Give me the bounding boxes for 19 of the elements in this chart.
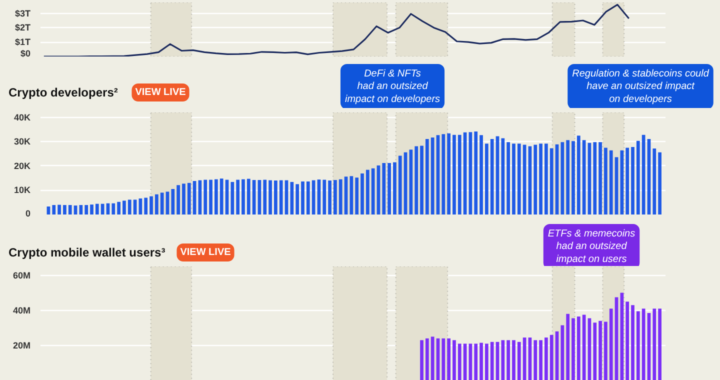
text: VIEW LIVE (135, 87, 186, 98)
text: ETFs & memecoins had an outsized impact on users (548, 228, 636, 265)
y-tick-label: $2T (14, 22, 31, 33)
y-tick-label: $1T (14, 37, 31, 48)
y-tick-label: 40K (14, 112, 31, 122)
chart-title: Crypto developers² (8, 86, 118, 100)
y-tick-label: $3T (14, 8, 31, 18)
y-tick-label: 20M (12, 340, 31, 350)
text: Regulation & stablecoins could have an outsized impact on developers (572, 68, 710, 105)
y-tick-label: 40M (12, 305, 31, 316)
y-tick-label: 60M (12, 270, 31, 280)
chart-title: Crypto mobile wallet users³ (8, 246, 166, 260)
y-tick-label: 20K (14, 160, 31, 171)
y-tick-label: 10K (14, 185, 31, 196)
y-tick-label: 0 (25, 208, 31, 218)
y-tick-label: 30K (14, 136, 31, 147)
text: DeFi & NFTs had an outsized impact on developers (344, 68, 440, 105)
y-tick-label: $0 (20, 48, 31, 58)
text: VIEW LIVE (180, 247, 232, 258)
